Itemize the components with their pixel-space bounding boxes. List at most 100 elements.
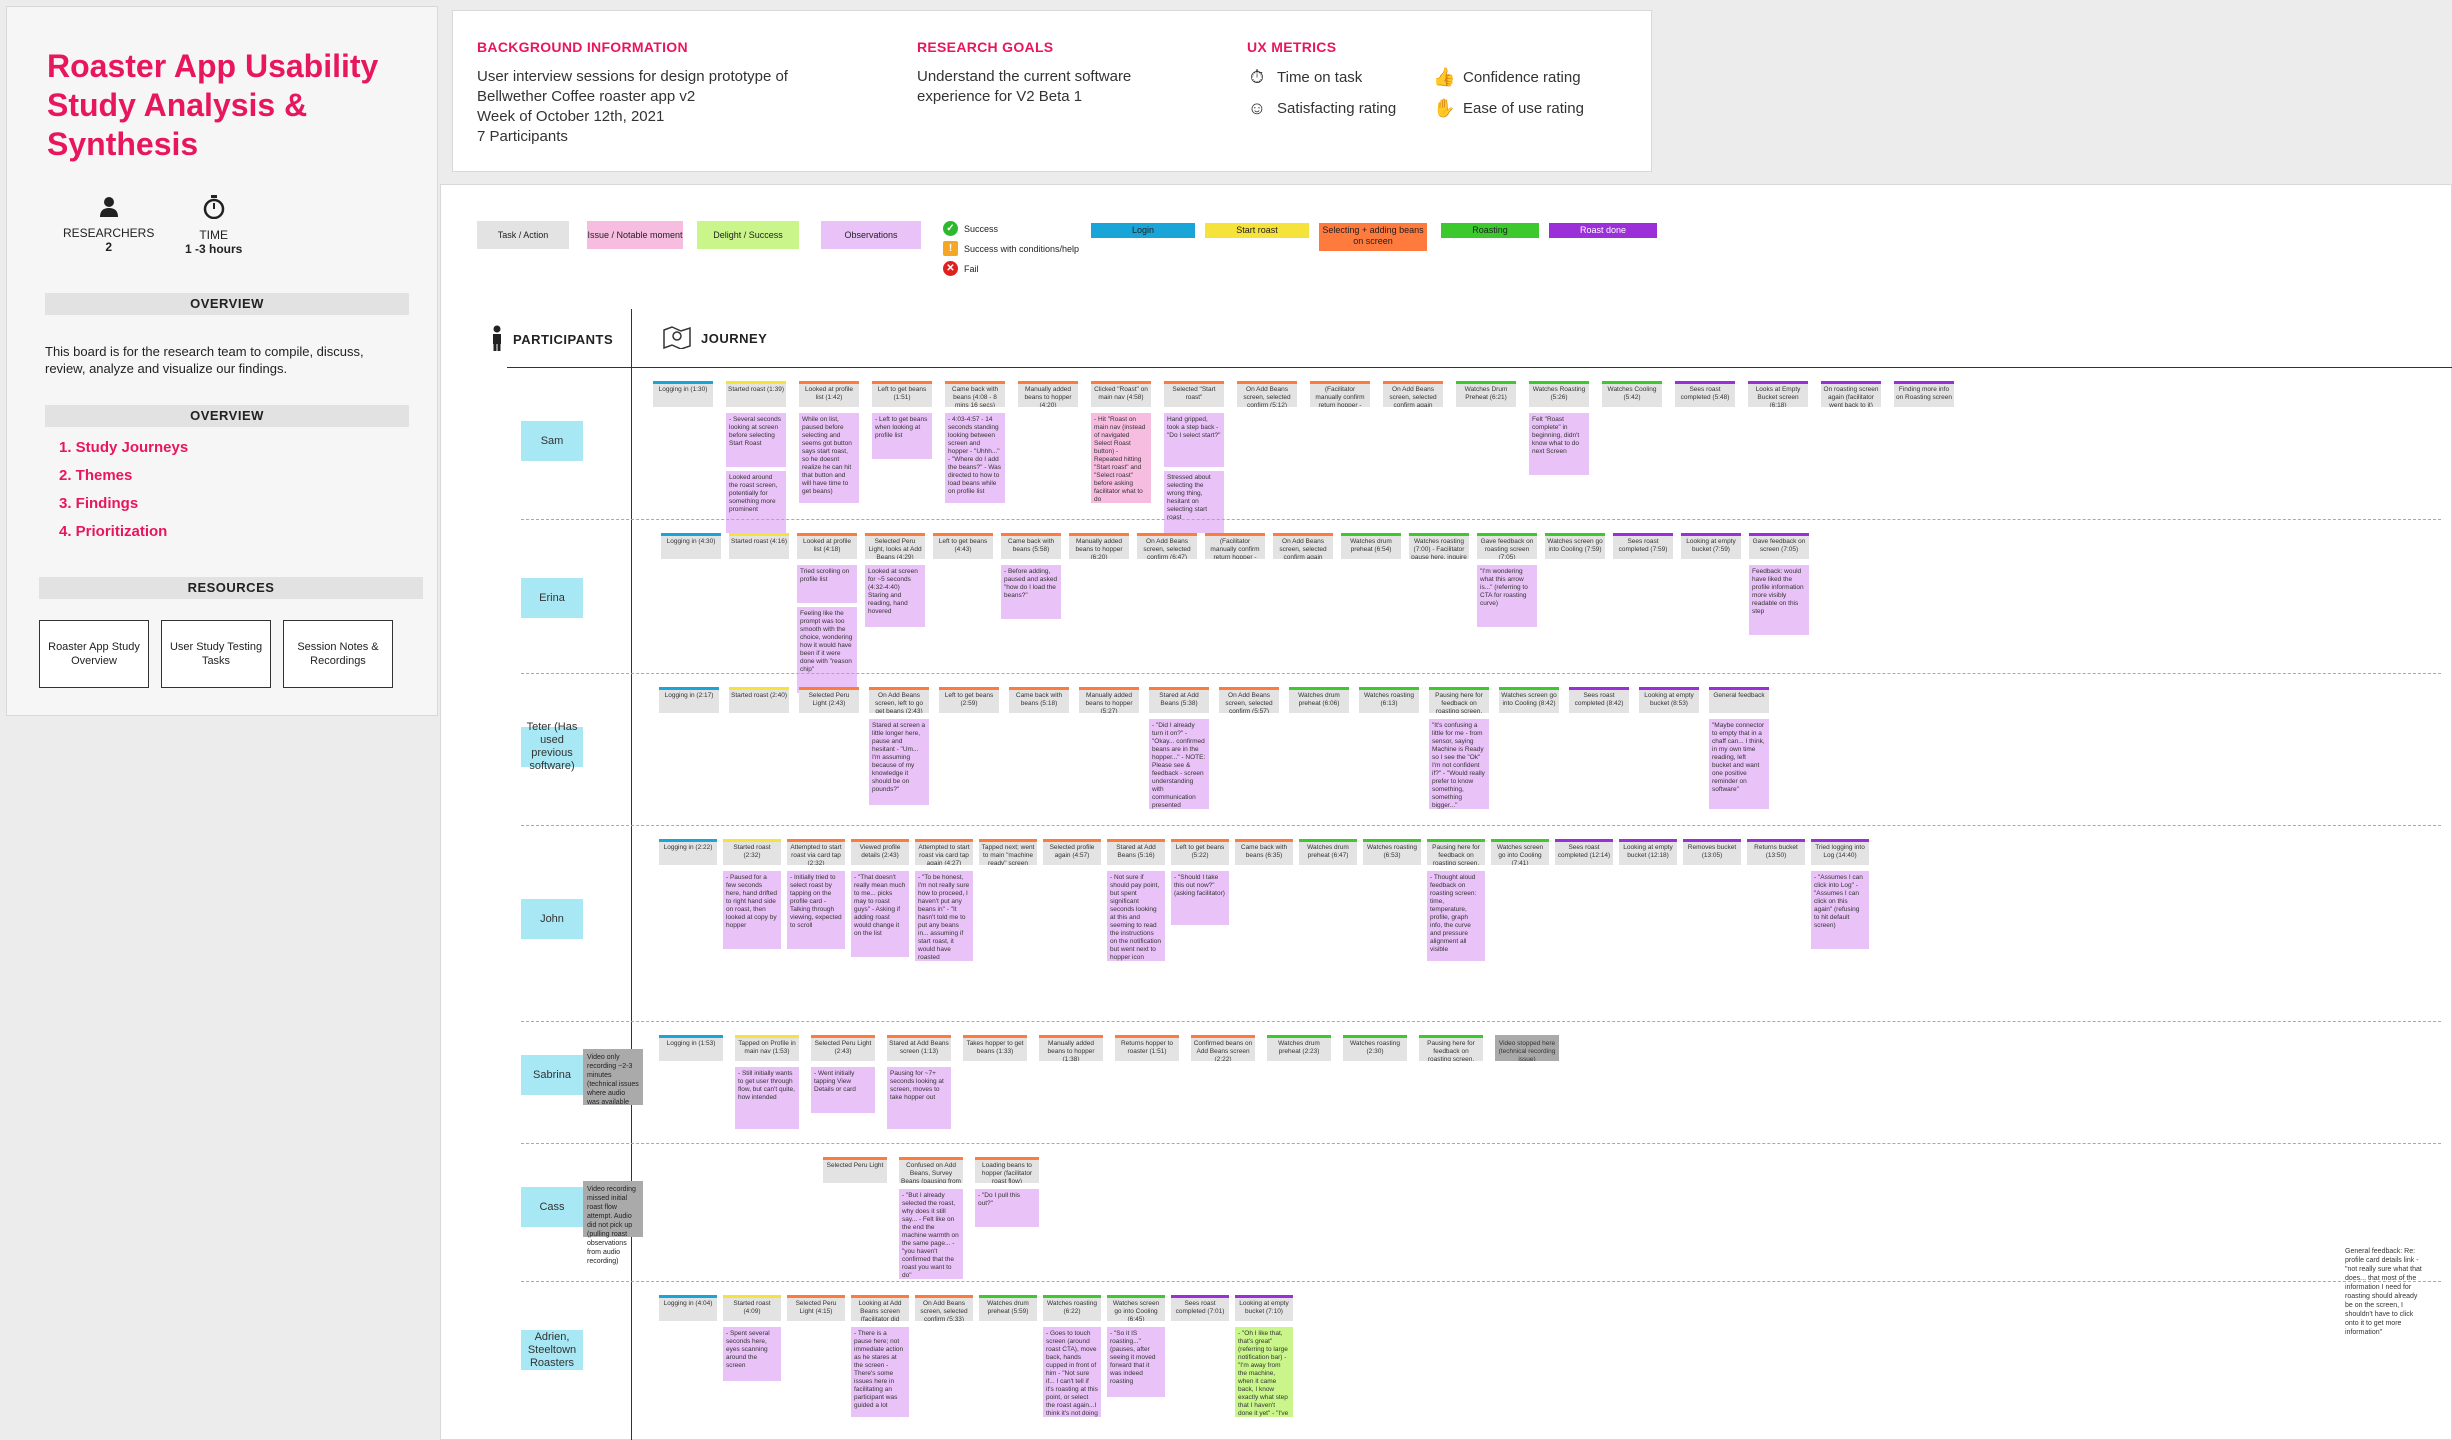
journey-task-card[interactable]: Manually added beans to hopper (1:38) (1039, 1035, 1103, 1061)
journey-task-card[interactable]: Removes bucket (13:05) (1683, 839, 1741, 865)
journey-note-card[interactable]: - Still initially wants to get user thro… (735, 1067, 799, 1129)
journey-task-card[interactable]: On Add Beans screen, selected confirm ag… (1273, 533, 1333, 559)
journey-task-card[interactable]: Manually added beans to hopper (5:27) (1079, 687, 1139, 713)
journey-task-card[interactable]: Watches roasting (7:00) - Facilitator pa… (1409, 533, 1469, 559)
nav-link-findings[interactable]: 3. Findings (59, 495, 139, 512)
journey-note-card[interactable]: - Thought aloud feedback on roasting scr… (1427, 871, 1485, 961)
journey-task-card[interactable]: Finding more info on Roasting screen (1894, 381, 1954, 407)
journey-note-card[interactable]: - Spent several seconds here, eyes scann… (723, 1327, 781, 1381)
journey-note-card[interactable]: - "That doesn't really mean much to me..… (851, 871, 909, 957)
journey-note-card[interactable]: - "Oh I like that, that's great" (referr… (1235, 1327, 1293, 1417)
journey-note-card[interactable]: - There is a pause here; not immediate a… (851, 1327, 909, 1417)
journey-task-card[interactable]: Watches screen go into Cooling (6:45) (1107, 1295, 1165, 1321)
journey-note-card[interactable]: - Initially tried to select roast by tap… (787, 871, 845, 949)
journey-task-card[interactable]: Came back with beans (5:18) (1009, 687, 1069, 713)
journey-note-card[interactable]: - 4:03-4:57 - 14 seconds standing lookin… (945, 413, 1005, 503)
journey-task-card[interactable]: Left to get beans (5:22) (1171, 839, 1229, 865)
journey-task-card[interactable]: Selected Peru Light, looks at Add Beans … (865, 533, 925, 559)
journey-task-card[interactable]: Selected Peru Light (2:43) (811, 1035, 875, 1061)
journey-task-card[interactable]: Sees roast completed (7:59) (1613, 533, 1673, 559)
journey-task-card[interactable]: Viewed profile details (2:43) (851, 839, 909, 865)
journey-task-card[interactable]: Watches drum preheat (6:06) (1289, 687, 1349, 713)
journey-task-card[interactable]: (Facilitator manually confirm return hop… (1310, 381, 1370, 407)
journey-task-card[interactable]: Looks at Empty Bucket screen (6:18) (1748, 381, 1808, 407)
journey-task-card[interactable]: Selected profile again (4:57) (1043, 839, 1101, 865)
journey-task-card[interactable]: Video stopped here (technical recording … (1495, 1035, 1559, 1061)
journey-task-card[interactable]: Selected Peru Light (4:15) (787, 1295, 845, 1321)
journey-task-card[interactable]: Watches drum preheat (2:23) (1267, 1035, 1331, 1061)
journey-task-card[interactable]: Stared at Add Beans screen (1:13) (887, 1035, 951, 1061)
journey-note-card[interactable]: Tried scrolling on profile list (797, 565, 857, 603)
nav-link-prioritization[interactable]: 4. Prioritization (59, 523, 168, 540)
journey-task-card[interactable]: Looking at empty bucket (12:18) (1619, 839, 1677, 865)
journey-task-card[interactable]: Watches roasting (6:13) (1359, 687, 1419, 713)
journey-note-card[interactable]: "Maybe connector to empty that in a chaf… (1709, 719, 1769, 809)
journey-task-card[interactable]: (Facilitator manually confirm return hop… (1205, 533, 1265, 559)
journey-task-card[interactable]: Returns bucket (13:50) (1747, 839, 1805, 865)
journey-task-card[interactable]: Looking at Add Beans screen (facilitator… (851, 1295, 909, 1321)
journey-task-card[interactable]: On roasting screen again (facilitator we… (1821, 381, 1881, 407)
journey-task-card[interactable]: Watches screen go into Cooling (8:42) (1499, 687, 1559, 713)
journey-task-card[interactable]: Selected Peru Light (2:43) (799, 687, 859, 713)
journey-task-card[interactable]: Came back with beans (4:08 - 8 mins 16 s… (945, 381, 1005, 407)
journey-task-card[interactable]: Pausing here for feedback on roasting sc… (1429, 687, 1489, 713)
journey-task-card[interactable]: Started roast (1:39) (726, 381, 786, 407)
journey-task-card[interactable]: Looking at empty bucket (7:10) (1235, 1295, 1293, 1321)
resource-card-testing-tasks[interactable]: User Study Testing Tasks (161, 620, 271, 688)
journey-task-card[interactable]: Looking at empty bucket (8:53) (1639, 687, 1699, 713)
journey-note-card[interactable]: Feeling like the prompt was too smooth w… (797, 607, 857, 693)
journey-note-card[interactable]: - "Should I take this out now?" (asking … (1171, 871, 1229, 925)
journey-task-card[interactable]: Clicked "Roast" on main nav (4:58) (1091, 381, 1151, 407)
journey-task-card[interactable]: Sees roast completed (8:42) (1569, 687, 1629, 713)
journey-task-card[interactable]: Stared at Add Beans (5:38) (1149, 687, 1209, 713)
journey-note-card[interactable]: - "Do I pull this out?" (975, 1189, 1039, 1227)
resource-card-study-overview[interactable]: Roaster App Study Overview (39, 620, 149, 688)
journey-task-card[interactable]: Watches screen go into Cooling (7:41) (1491, 839, 1549, 865)
journey-task-card[interactable]: Loading beans to hopper (facilitator roa… (975, 1157, 1039, 1183)
journey-task-card[interactable]: Came back with beans (6:35) (1235, 839, 1293, 865)
journey-task-card[interactable]: Returns hopper to roaster (1:51) (1115, 1035, 1179, 1061)
journey-task-card[interactable]: Started roast (4:09) (723, 1295, 781, 1321)
journey-note-card[interactable]: Stared at screen a little longer here, p… (869, 719, 929, 805)
journey-task-card[interactable]: Pausing here for feedback on roasting sc… (1419, 1035, 1483, 1061)
journey-task-card[interactable]: Logging in (2:22) (659, 839, 717, 865)
journey-task-card[interactable]: Started roast (2:32) (723, 839, 781, 865)
journey-task-card[interactable]: Logging in (4:04) (659, 1295, 717, 1321)
journey-task-card[interactable]: General feedback (1709, 687, 1769, 713)
journey-task-card[interactable]: On Add Beans screen, selected confirm (5… (1237, 381, 1297, 407)
journey-task-card[interactable]: Watches Drum Preheat (6:21) (1456, 381, 1516, 407)
journey-task-card[interactable]: Sees roast completed (12:14) (1555, 839, 1613, 865)
journey-note-card[interactable]: "It's confusing a little for me - from s… (1429, 719, 1489, 809)
journey-task-card[interactable]: Logging in (4:30) (661, 533, 721, 559)
journey-task-card[interactable]: Tried logging into Log (14:40) (1811, 839, 1869, 865)
journey-task-card[interactable]: Watches drum preheat (6:54) (1341, 533, 1401, 559)
journey-task-card[interactable]: Started roast (4:16) (729, 533, 789, 559)
journey-task-card[interactable]: Attempted to start roast via card tap ag… (915, 839, 973, 865)
journey-task-card[interactable]: On Add Beans screen, selected confirm (6… (1137, 533, 1197, 559)
journey-task-card[interactable]: Selected "Start roast" (1164, 381, 1224, 407)
journey-task-card[interactable]: On Add Beans screen, selected confirm ag… (1383, 381, 1443, 407)
journey-task-card[interactable]: Came back with beans (5:58) (1001, 533, 1061, 559)
journey-task-card[interactable]: Watches drum preheat (5:59) (979, 1295, 1037, 1321)
journey-note-card[interactable]: - "Did I already turn it on?" - "Okay...… (1149, 719, 1209, 809)
journey-task-card[interactable]: Stared at Add Beans (5:16) (1107, 839, 1165, 865)
journey-task-card[interactable]: On Add Beans screen, selected confirm (5… (1219, 687, 1279, 713)
journey-task-card[interactable]: Left to get beans (2:59) (939, 687, 999, 713)
journey-task-card[interactable]: On Add Beans screen, selected confirm (5… (915, 1295, 973, 1321)
journey-note-card[interactable]: - Goes to touch screen (around roast CTA… (1043, 1327, 1101, 1417)
journey-task-card[interactable]: Sees roast completed (5:48) (1675, 381, 1735, 407)
journey-note-card[interactable]: - Hit "Roast on main nav (instead of nav… (1091, 413, 1151, 503)
journey-task-card[interactable]: Started roast (2:40) (729, 687, 789, 713)
journey-task-card[interactable]: Watches Cooling (5:42) (1602, 381, 1662, 407)
journey-task-card[interactable]: Logging in (2:17) (659, 687, 719, 713)
journey-task-card[interactable]: Logging in (1:53) (659, 1035, 723, 1061)
journey-task-card[interactable]: Left to get beans (4:43) (933, 533, 993, 559)
journey-task-card[interactable]: Looking at empty bucket (7:59) (1681, 533, 1741, 559)
journey-task-card[interactable]: Tapped on Profile in main nav (1:53) (735, 1035, 799, 1061)
journey-task-card[interactable]: On Add Beans screen, left to go get bean… (869, 687, 929, 713)
journey-task-card[interactable]: Watches roasting (6:22) (1043, 1295, 1101, 1321)
journey-task-card[interactable]: Gave feedback on screen (7:05) (1749, 533, 1809, 559)
journey-task-card[interactable]: Looked at profile list (4:18) (797, 533, 857, 559)
journey-task-card[interactable]: Sees roast completed (7:01) (1171, 1295, 1229, 1321)
journey-note-card[interactable]: "I'm wondering what this arrow is..." (r… (1477, 565, 1537, 627)
